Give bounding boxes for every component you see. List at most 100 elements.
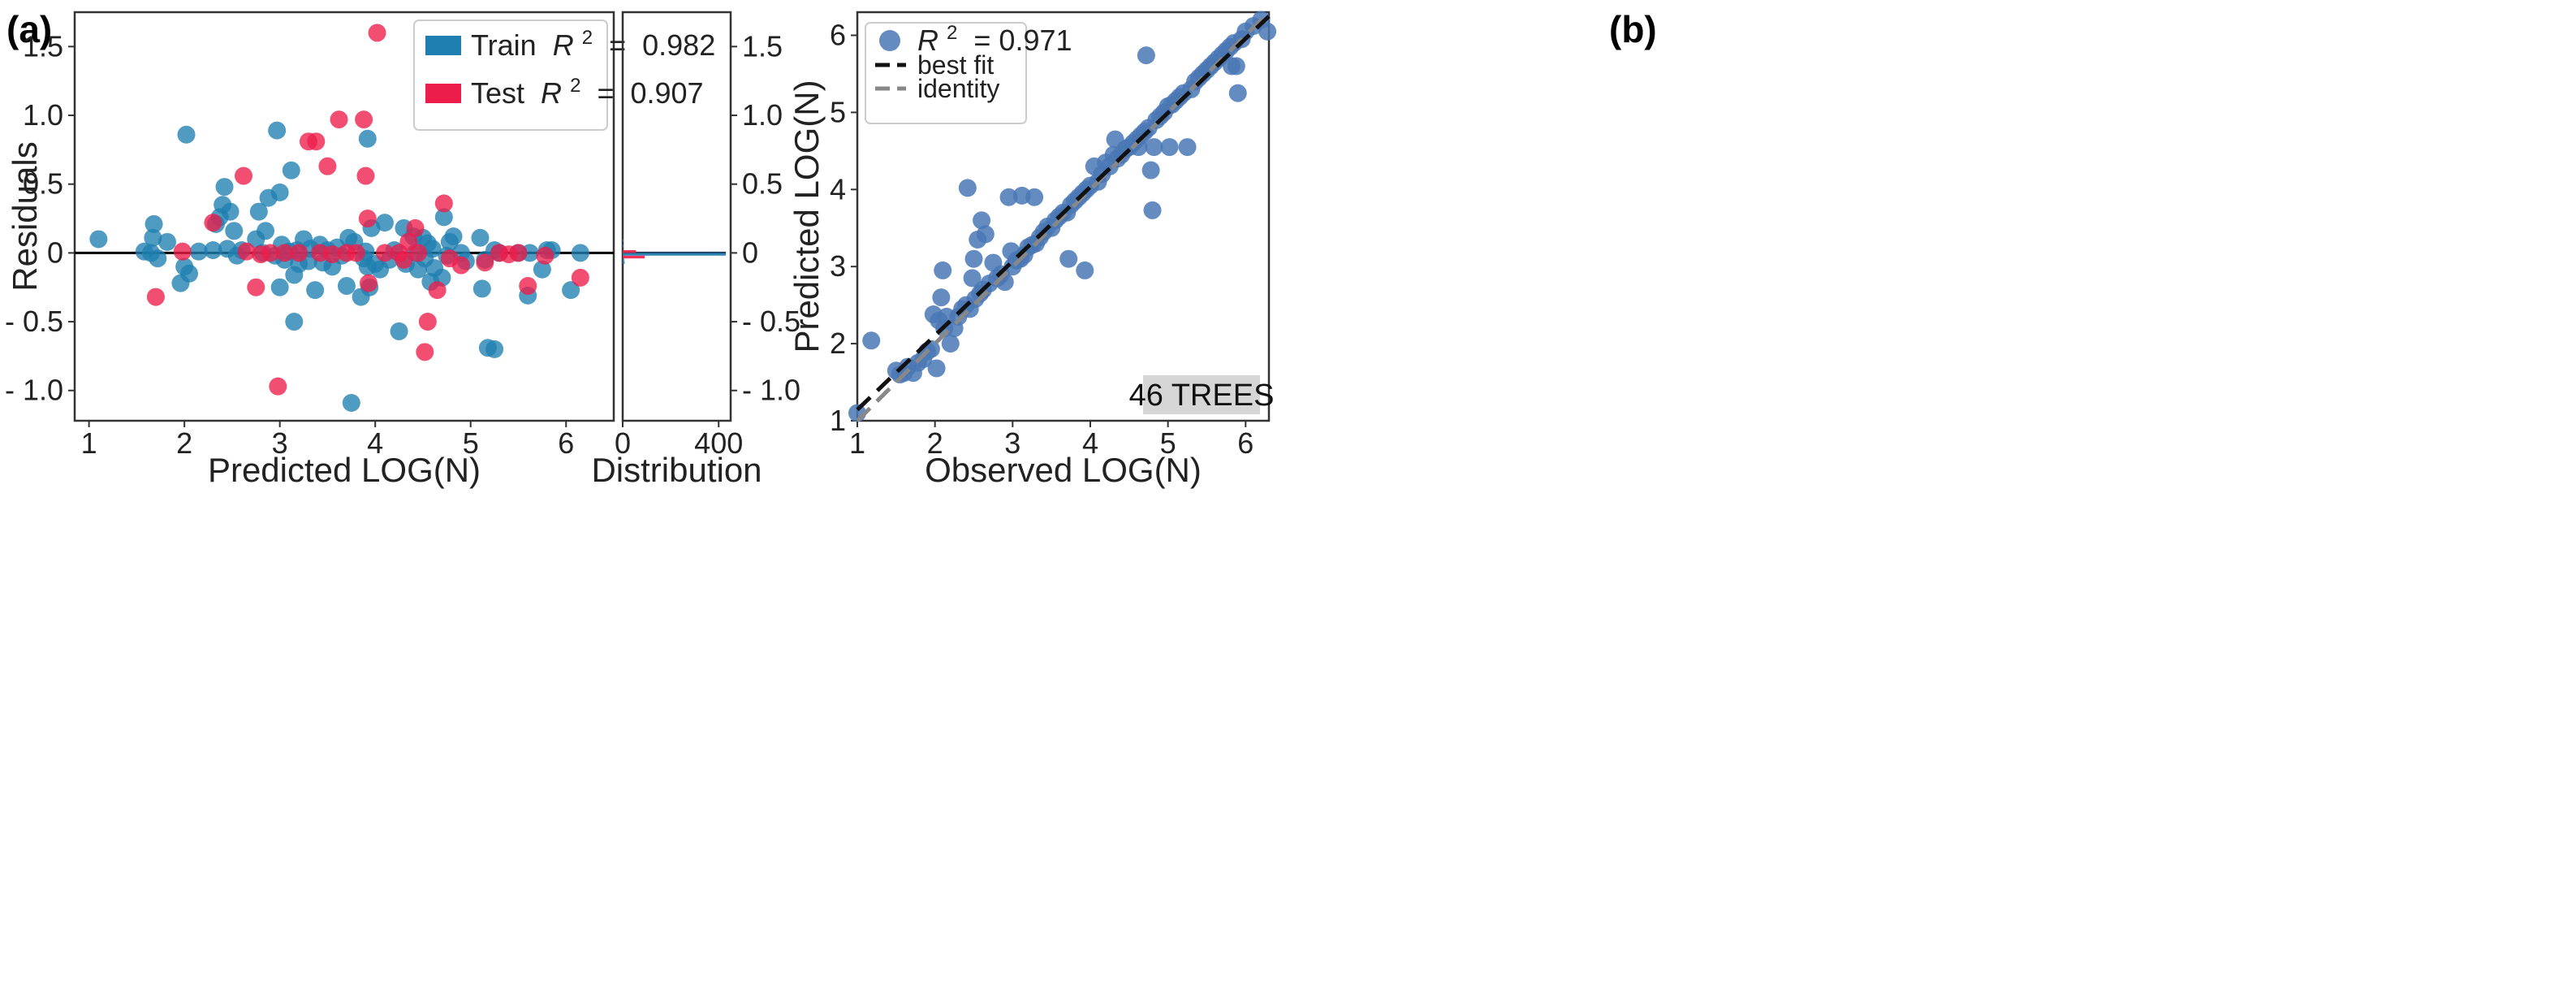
legend-marker-points xyxy=(879,30,900,51)
residual-point-train xyxy=(180,264,199,283)
parity-point xyxy=(964,249,983,268)
parity-y-tick-label: 3 xyxy=(830,249,846,283)
distribution-y-tick-label: 1.5 xyxy=(742,29,783,63)
distribution-bar-train xyxy=(623,244,624,248)
distribution-x-tick-label: 400 xyxy=(694,426,743,460)
residual-point-train xyxy=(177,125,196,144)
residual-point-train xyxy=(270,278,289,296)
residual-point-test xyxy=(359,274,378,292)
legend-swatch-test xyxy=(425,84,461,103)
residual-point-test xyxy=(368,24,386,42)
residual-point-test xyxy=(247,278,265,296)
residuals-plot: 1 2 3 4 5 6 - 1.0 - 0.5 0 0.5 1.0 1.5 Predicted LO… xyxy=(5,11,715,489)
parity-point xyxy=(927,359,946,378)
residual-point-train xyxy=(342,393,360,412)
distribution-x-axis-title: Distribution xyxy=(591,451,762,489)
parity-plot: 1 2 3 4 5 6 1 2 3 4 5 6 Observed LOG(N) Predicted … xyxy=(787,11,1277,489)
residual-point-test xyxy=(409,244,428,262)
parity-point xyxy=(1227,57,1245,76)
residual-point-test xyxy=(418,313,437,331)
legend-label-r2: R 2 = 0.971 xyxy=(917,12,1072,57)
residuals-x-tick-label: 6 xyxy=(558,426,574,460)
residual-point-test xyxy=(318,157,337,175)
parity-point xyxy=(1145,138,1163,157)
residual-point-train xyxy=(434,208,453,227)
residual-point-train xyxy=(285,313,304,331)
parity-y-tick-label: 2 xyxy=(830,327,846,360)
residual-point-train xyxy=(249,202,268,221)
distribution-y-tick-label: - 0.5 xyxy=(742,305,800,338)
residuals-y-tick-label: - 0.5 xyxy=(5,305,63,338)
residual-point-train xyxy=(149,249,167,268)
residual-point-train xyxy=(390,322,408,340)
residual-point-test xyxy=(307,132,326,151)
distribution-y-tick-label: 0 xyxy=(742,236,758,269)
residual-point-test xyxy=(347,244,365,262)
residual-point-test xyxy=(173,242,192,261)
legend-label-train: Train R 2 = 0.982 xyxy=(471,17,715,62)
distribution-x-tick-label: 0 xyxy=(615,426,631,460)
residual-point-train xyxy=(225,222,244,240)
residual-point-train xyxy=(485,340,504,358)
distribution-plot-frame xyxy=(621,11,732,422)
parity-point xyxy=(973,211,991,230)
residual-point-test xyxy=(428,281,447,300)
residual-point-train xyxy=(358,129,377,148)
distribution-y-tick-label: 0.5 xyxy=(742,167,783,201)
parity-y-tick-label: 4 xyxy=(830,172,846,205)
residual-point-test xyxy=(536,246,554,265)
residual-point-test xyxy=(237,242,256,261)
residual-point-test xyxy=(451,256,470,275)
parity-point xyxy=(1160,138,1179,157)
parity-point xyxy=(1228,84,1247,102)
parity-legend-value: = 0.971 xyxy=(965,24,1072,57)
residuals-y-tick-label: - 1.0 xyxy=(5,374,63,407)
legend-train-name: Train xyxy=(471,28,537,62)
parity-x-tick-label: 5 xyxy=(1160,426,1176,460)
residual-point-train xyxy=(282,161,300,180)
residual-point-train xyxy=(257,222,275,240)
residuals-x-ticks: 1 2 3 4 5 6 xyxy=(81,421,574,460)
residuals-y-tick-label: 0.5 xyxy=(23,167,63,201)
distribution-bars xyxy=(623,239,727,264)
residuals-x-tick-label: 1 xyxy=(81,426,97,460)
parity-point xyxy=(958,179,977,197)
legend-train-sup: 2 xyxy=(582,27,593,49)
residual-point-test xyxy=(416,343,434,361)
parity-point xyxy=(1076,261,1094,279)
residual-point-train xyxy=(562,281,580,300)
residual-point-train xyxy=(533,260,551,279)
distribution-y-tick-label: - 1.0 xyxy=(742,374,800,407)
legend-swatch-train xyxy=(425,36,461,55)
residual-point-train xyxy=(145,214,163,233)
residual-point-train xyxy=(215,178,234,197)
legend-label-test: Test R 2 = 0.907 xyxy=(471,65,704,110)
residuals-y-tick-label: 1.0 xyxy=(23,98,63,132)
parity-plot-frame xyxy=(856,11,1271,422)
residual-point-train xyxy=(268,121,287,140)
parity-point xyxy=(963,269,982,288)
parity-x-tick-label: 4 xyxy=(1082,426,1098,460)
residual-point-train xyxy=(89,230,108,249)
residual-point-test xyxy=(358,210,377,228)
residual-point-test xyxy=(406,218,425,237)
legend-test-r2: 0.907 xyxy=(630,76,703,110)
parity-point xyxy=(1137,46,1155,65)
distribution-bar-train xyxy=(623,253,727,256)
residual-point-test xyxy=(235,167,253,185)
residual-point-test xyxy=(204,214,222,232)
residual-point-train xyxy=(204,240,222,259)
residual-point-test xyxy=(261,244,279,262)
parity-point xyxy=(976,225,995,244)
parity-legend-box xyxy=(865,22,1027,124)
distribution-y-tick-label: 1.0 xyxy=(742,98,783,132)
parity-point xyxy=(1059,249,1078,268)
residual-point-train xyxy=(270,183,289,201)
residual-point-train xyxy=(337,277,356,296)
residual-point-test xyxy=(323,245,342,264)
residual-point-train xyxy=(444,227,463,246)
residual-point-test xyxy=(571,268,589,287)
parity-point xyxy=(934,261,952,279)
parity-x-tick-label: 3 xyxy=(1004,426,1020,460)
